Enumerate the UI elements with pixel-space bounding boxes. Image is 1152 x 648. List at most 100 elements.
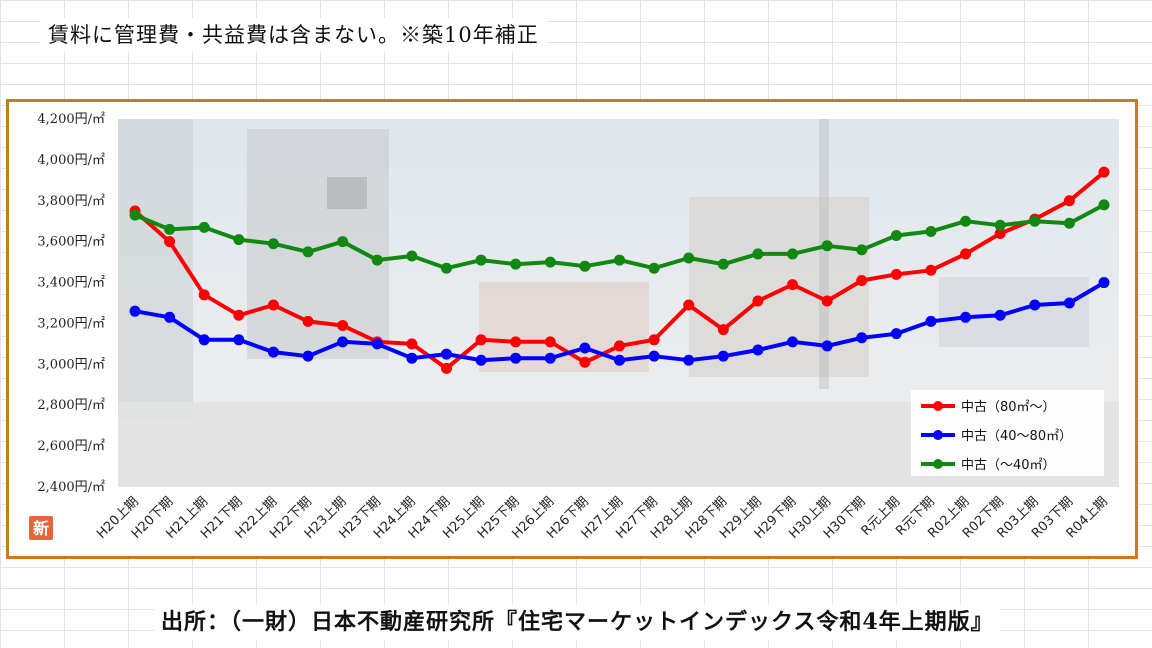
y-tick-label: 4,200円/㎡ <box>37 112 105 127</box>
y-tick-label: 2,600円/㎡ <box>37 439 105 454</box>
series-0 <box>129 166 1110 374</box>
data-point <box>683 354 695 366</box>
legend-label: 中古（40～80㎡） <box>961 429 1072 444</box>
y-tick-label: 4,000円/㎡ <box>37 153 105 168</box>
data-point <box>925 315 937 327</box>
data-point <box>856 244 868 256</box>
data-point <box>337 236 349 248</box>
y-tick-label: 3,400円/㎡ <box>37 276 105 291</box>
data-point <box>1098 166 1110 178</box>
data-point <box>129 305 141 317</box>
data-point <box>475 334 487 346</box>
data-point <box>337 336 349 348</box>
data-point <box>406 338 418 350</box>
data-point <box>371 254 383 266</box>
data-point <box>614 254 625 266</box>
data-point <box>475 354 487 366</box>
data-point <box>925 264 937 276</box>
data-point <box>648 350 660 362</box>
series-1 <box>129 277 1110 366</box>
data-point <box>683 252 695 264</box>
chart-frame: 4,200円/㎡ 4,000円/㎡ 3,800円/㎡ 3,600円/㎡ 3,400円/㎡… <box>6 99 1138 559</box>
data-point <box>440 362 452 374</box>
data-point <box>994 309 1006 321</box>
y-tick-label: 2,400円/㎡ <box>37 480 105 495</box>
data-point <box>821 340 833 352</box>
badge-label: 新 <box>33 519 49 538</box>
data-point <box>1098 277 1110 289</box>
data-point <box>1063 195 1075 207</box>
data-point <box>510 258 522 270</box>
legend-swatch-marker <box>933 459 943 469</box>
data-point <box>960 311 972 323</box>
data-point <box>233 234 245 246</box>
data-point <box>994 219 1006 231</box>
data-point <box>994 227 1006 239</box>
data-point <box>648 334 660 346</box>
data-point <box>1029 299 1041 311</box>
data-point <box>544 256 556 268</box>
data-point <box>440 348 452 360</box>
data-point <box>1029 215 1041 227</box>
y-tick-label: 2,800円/㎡ <box>37 398 105 413</box>
data-point <box>925 225 937 237</box>
data-point <box>1098 199 1110 211</box>
data-point <box>544 352 556 364</box>
data-point <box>164 236 176 248</box>
data-point <box>440 262 452 274</box>
data-point <box>198 334 210 346</box>
data-point <box>1063 217 1075 229</box>
data-point <box>890 268 902 280</box>
data-point <box>371 338 383 350</box>
data-point <box>510 336 522 348</box>
data-point <box>198 289 210 301</box>
data-point <box>544 336 556 348</box>
data-point <box>787 248 799 260</box>
rent-line-chart: 4,200円/㎡ 4,000円/㎡ 3,800円/㎡ 3,600円/㎡ 3,400円/㎡… <box>29 112 1119 542</box>
data-point <box>579 260 591 272</box>
new-badge: 新 <box>29 516 53 540</box>
data-point <box>233 309 245 321</box>
data-point <box>164 223 176 235</box>
data-point <box>510 352 522 364</box>
y-tick-label: 3,000円/㎡ <box>37 357 105 372</box>
data-point <box>579 342 591 354</box>
chart-legend: 中古（80㎡～） 中古（40～80㎡） 中古（～40㎡） <box>911 390 1104 476</box>
y-tick-label: 3,600円/㎡ <box>37 235 105 250</box>
data-point <box>787 279 799 291</box>
data-point <box>960 248 972 260</box>
data-point <box>856 332 868 344</box>
data-point <box>683 299 695 311</box>
data-point <box>717 350 729 362</box>
data-point <box>302 246 314 258</box>
data-point <box>890 230 902 242</box>
data-point <box>233 334 245 346</box>
data-point <box>406 352 418 364</box>
y-tick-label: 3,200円/㎡ <box>37 316 105 331</box>
data-point <box>1063 297 1075 309</box>
data-point <box>752 295 764 307</box>
data-point <box>717 324 729 336</box>
data-point <box>475 254 487 266</box>
y-tick-label: 3,800円/㎡ <box>37 194 105 209</box>
data-point <box>890 328 902 340</box>
data-point <box>614 354 625 366</box>
data-point <box>267 299 279 311</box>
data-point <box>267 346 279 358</box>
data-point <box>821 295 833 307</box>
data-point <box>198 221 210 233</box>
data-point <box>648 262 660 274</box>
data-point <box>787 336 799 348</box>
data-point <box>821 240 833 252</box>
badge-background <box>29 516 53 540</box>
source-citation: 出所：（一財）日本不動産研究所『住宅マーケットインデックス令和4年上期版』 <box>155 604 1000 640</box>
data-point <box>302 350 314 362</box>
data-point <box>267 238 279 250</box>
data-point <box>337 319 349 331</box>
data-point <box>752 344 764 356</box>
legend-swatch-marker <box>933 401 943 411</box>
data-point <box>856 275 868 287</box>
data-point <box>614 340 625 352</box>
series-2 <box>129 199 1110 274</box>
legend-label: 中古（80㎡～） <box>961 400 1056 415</box>
